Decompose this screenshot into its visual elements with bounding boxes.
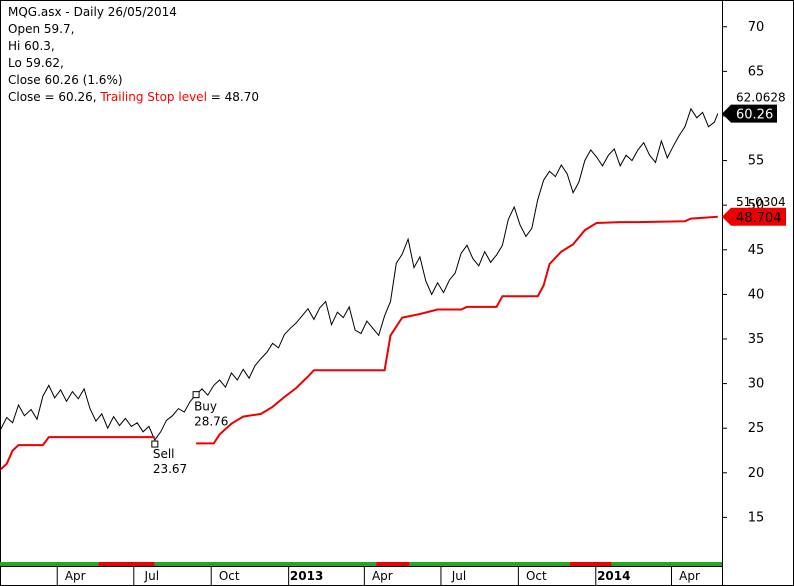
high-value: Hi 60.3,	[8, 39, 55, 53]
x-tick-label: Apr	[65, 569, 86, 583]
close-header-label: 62.0628	[736, 91, 786, 105]
x-tick-label: Jul	[451, 569, 466, 583]
y-tick-label: 45	[748, 243, 765, 258]
trailing-stop-label: Trailing Stop level	[100, 90, 207, 104]
x-tick-label: 2014	[597, 569, 630, 583]
x-tick-label: Apr	[372, 569, 393, 583]
stop-level-tag	[722, 207, 786, 226]
sell-label: Sell	[153, 447, 175, 461]
signal-strip-red	[98, 562, 155, 566]
signal-strip-green	[0, 562, 99, 566]
y-tick-label: 25	[748, 421, 765, 436]
y-tick-label: 20	[748, 466, 765, 481]
y-tick-label: 55	[748, 154, 765, 169]
stop-level-tag-label: 48.704	[736, 211, 782, 226]
y-tick-label: 40	[748, 287, 765, 302]
close-price-tag-label: 60.26	[736, 108, 773, 123]
signal-strip-green	[154, 562, 377, 566]
buy-marker	[192, 391, 200, 399]
x-tick-label: Apr	[679, 569, 700, 583]
x-tick-label: Oct	[526, 569, 547, 583]
y-tick-label: 35	[748, 332, 765, 347]
buy-label: Buy	[194, 400, 217, 414]
buy-value: 28.76	[194, 415, 228, 429]
signal-strip-green	[409, 562, 570, 566]
low-value: Lo 59.62,	[8, 56, 64, 70]
trailing-stop-line-2	[196, 215, 718, 445]
indicator-readout: Close = 60.26, Trailing Stop level = 48.…	[8, 89, 259, 106]
y-tick-label: 30	[748, 377, 765, 392]
x-tick-label: Oct	[219, 569, 240, 583]
symbol-title: MQG.asx - Daily 26/05/2014	[8, 5, 177, 19]
close-price-tag	[722, 104, 777, 123]
y-tick-label: 65	[748, 64, 765, 79]
y-tick-label: 70	[748, 20, 765, 35]
signal-strip-red	[569, 562, 612, 566]
trailing-stop-line-1	[0, 436, 155, 470]
trailing-stop-value: = 48.70	[210, 90, 259, 104]
y-tick-label: 15	[748, 510, 765, 525]
close-readout: Close = 60.26,	[8, 90, 97, 104]
open-value: Open 59.7,	[8, 22, 75, 36]
stop-header-label: 51.0304	[736, 195, 786, 209]
signal-strip-red	[376, 562, 410, 566]
x-tick-label: Jul	[144, 569, 159, 583]
sell-value: 23.67	[153, 462, 187, 476]
info-panel: MQG.asx - Daily 26/05/2014 Open 59.7, Hi…	[8, 4, 259, 106]
close-value: Close 60.26 (1.6%)	[8, 73, 123, 87]
signal-strip-green	[611, 562, 722, 566]
sell-marker	[151, 440, 159, 448]
x-tick-label: 2013	[290, 569, 323, 583]
close-price-line	[0, 107, 719, 442]
